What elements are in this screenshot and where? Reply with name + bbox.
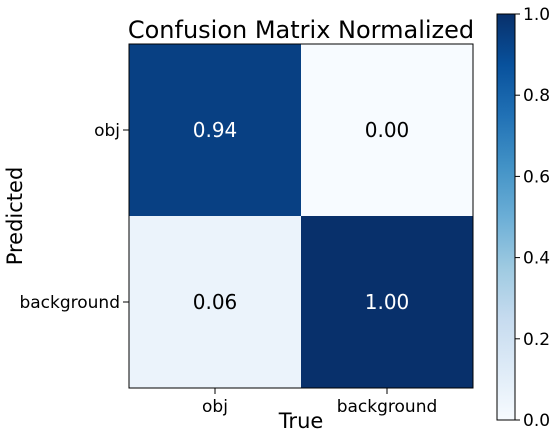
plot-frame [128, 43, 474, 389]
chart-title: Confusion Matrix Normalized [128, 16, 474, 44]
x-axis-label: True [278, 409, 324, 433]
heatmap-cell [129, 44, 301, 216]
heatmap-cell [301, 216, 473, 388]
colorbar-tick-label: 0.2 [523, 330, 550, 350]
heatmap-cell [301, 44, 473, 216]
colorbar-tick-label: 0.6 [523, 167, 550, 187]
x-tick-label: background [337, 397, 438, 417]
y-tick-label: obj [94, 121, 120, 141]
cell-value-label: 0.06 [193, 290, 238, 314]
y-tick-label: background [19, 293, 120, 313]
cell-value-label: 0.94 [193, 118, 238, 142]
cell-value-label: 1.00 [365, 290, 410, 314]
colorbar-gradient [496, 13, 516, 421]
colorbar-tick-label: 1.0 [523, 5, 550, 25]
colorbar: 0.0 0.2 0.4 0.6 0.8 1.0 [496, 5, 550, 431]
cell-value-label: 0.00 [365, 118, 410, 142]
y-axis-label: Predicted [3, 167, 27, 266]
colorbar-tick-label: 0.8 [523, 86, 550, 106]
heatmap-cell [129, 216, 301, 388]
colorbar-tick-label: 0.4 [523, 249, 550, 269]
y-axis-ticks: obj background [19, 121, 129, 313]
heatmap-cells: 0.94 0.00 0.06 1.00 [129, 44, 473, 388]
x-tick-label: obj [202, 397, 228, 417]
x-axis-ticks: obj background [202, 388, 437, 417]
colorbar-tick-label: 0.0 [523, 411, 550, 431]
colorbar-ticks: 0.0 0.2 0.4 0.6 0.8 1.0 [515, 5, 550, 431]
